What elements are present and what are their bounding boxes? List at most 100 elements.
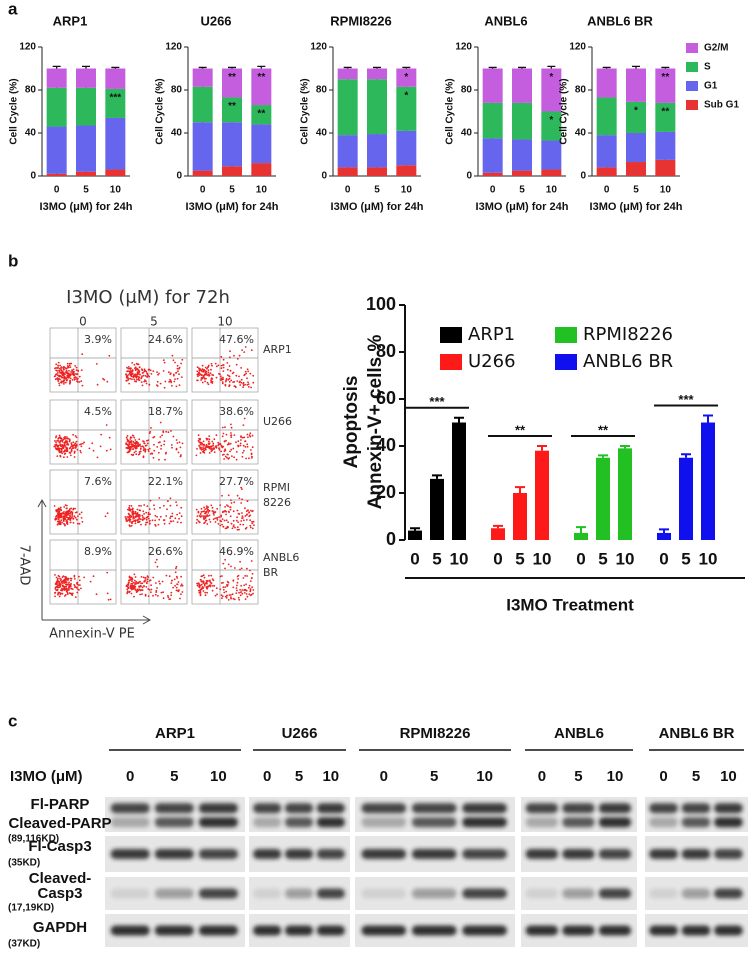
flow-dot — [176, 377, 179, 380]
flow-dot — [242, 577, 245, 579]
x-tick-label: 5 — [633, 185, 639, 196]
legend-label: Sub G1 — [704, 100, 739, 111]
flow-dot — [70, 442, 73, 445]
flow-dot — [235, 363, 238, 366]
flow-dot — [243, 584, 246, 587]
flow-dot — [65, 369, 68, 372]
flow-dot — [168, 575, 171, 578]
flow-dot — [141, 384, 144, 387]
flow-dot — [156, 385, 159, 387]
flow-dot — [65, 583, 68, 586]
flow-dot — [130, 592, 133, 595]
flow-dot — [135, 514, 138, 516]
error-bar — [661, 66, 670, 69]
flow-dot — [167, 500, 169, 503]
flow-dot — [59, 585, 62, 588]
flow-dot — [164, 458, 166, 461]
flow-dot — [59, 437, 62, 440]
flow-dot — [126, 435, 129, 437]
flow-dot — [158, 372, 160, 375]
flow-dot — [159, 506, 161, 509]
flow-dot — [222, 376, 224, 379]
flow-dot — [235, 374, 238, 377]
band — [562, 817, 595, 828]
flow-dot — [242, 381, 245, 384]
percentage: 4.5% — [84, 405, 112, 418]
bar — [491, 528, 505, 540]
band — [198, 803, 238, 814]
flow-dot — [208, 510, 210, 513]
flow-dot — [210, 362, 213, 365]
flow-dot — [195, 508, 198, 511]
flow-dot — [229, 506, 232, 509]
flow-dot — [237, 512, 240, 515]
flow-dot — [176, 367, 179, 370]
flow-dot — [241, 517, 243, 519]
flow-dot — [230, 432, 232, 434]
flow-dot — [249, 580, 252, 582]
flow-dot — [132, 441, 135, 444]
flow-dot — [60, 516, 63, 519]
flow-dot — [241, 592, 244, 595]
flow-dot — [178, 384, 181, 387]
flow-dot — [245, 519, 248, 521]
flow-dot — [229, 350, 231, 353]
flow-dot — [81, 353, 84, 356]
flow-dot — [159, 436, 162, 438]
flow-dot — [210, 379, 212, 382]
flow-dot — [205, 373, 207, 376]
flow-dot — [246, 567, 248, 570]
flow-dot — [132, 448, 135, 450]
flow-dot — [135, 580, 138, 583]
x-tick-label: 0 — [490, 185, 496, 196]
flow-dot — [139, 509, 142, 512]
flow-dot — [247, 586, 250, 589]
flow-dot — [227, 521, 230, 524]
flow-dot — [203, 518, 205, 521]
flow-dot — [175, 589, 178, 592]
flow-dot — [199, 513, 202, 515]
flow-dot — [146, 376, 148, 378]
flow-dot — [160, 591, 163, 594]
flow-dot — [223, 440, 226, 443]
y-tick-label: 0 — [176, 171, 182, 182]
flow-dot — [202, 450, 204, 453]
bar — [596, 457, 610, 540]
x-tick-label: 5 — [681, 549, 690, 568]
flow-dot — [80, 445, 83, 448]
flow-dot — [60, 447, 63, 450]
flow-dot — [133, 573, 136, 576]
flow-dot — [224, 558, 227, 561]
flow-dot — [228, 381, 231, 383]
flow-dot — [204, 594, 207, 597]
chart-title: ARP1 — [53, 13, 88, 28]
flow-dot — [244, 575, 247, 577]
flow-dot — [233, 380, 236, 383]
flow-dot — [55, 576, 58, 579]
flow-dot — [171, 354, 174, 357]
flow-dot — [167, 371, 170, 374]
flow-dot — [204, 508, 207, 510]
dose-label: 10 — [217, 315, 232, 329]
flow-dot — [238, 598, 241, 601]
flow-dot — [148, 523, 151, 525]
flow-dot — [219, 375, 222, 378]
flow-dot — [237, 596, 240, 599]
flow-dot — [56, 373, 58, 376]
flow-dot — [239, 523, 242, 526]
flow-dot — [59, 445, 62, 447]
error-bar — [703, 414, 713, 423]
flow-dot — [204, 448, 207, 451]
flow-dot — [216, 517, 218, 520]
flow-dot — [252, 381, 255, 384]
flow-dot — [67, 583, 69, 586]
flow-y-label: 7-AAD — [17, 545, 32, 586]
dose-label: 0 — [380, 768, 388, 785]
bar-segment — [192, 68, 213, 87]
x-tick-label: 10 — [546, 185, 558, 196]
flow-dot — [73, 377, 75, 379]
flow-dot — [136, 373, 139, 376]
flow-dot — [198, 444, 201, 447]
flow-dot — [130, 524, 133, 527]
legend-label: G1 — [704, 81, 718, 92]
